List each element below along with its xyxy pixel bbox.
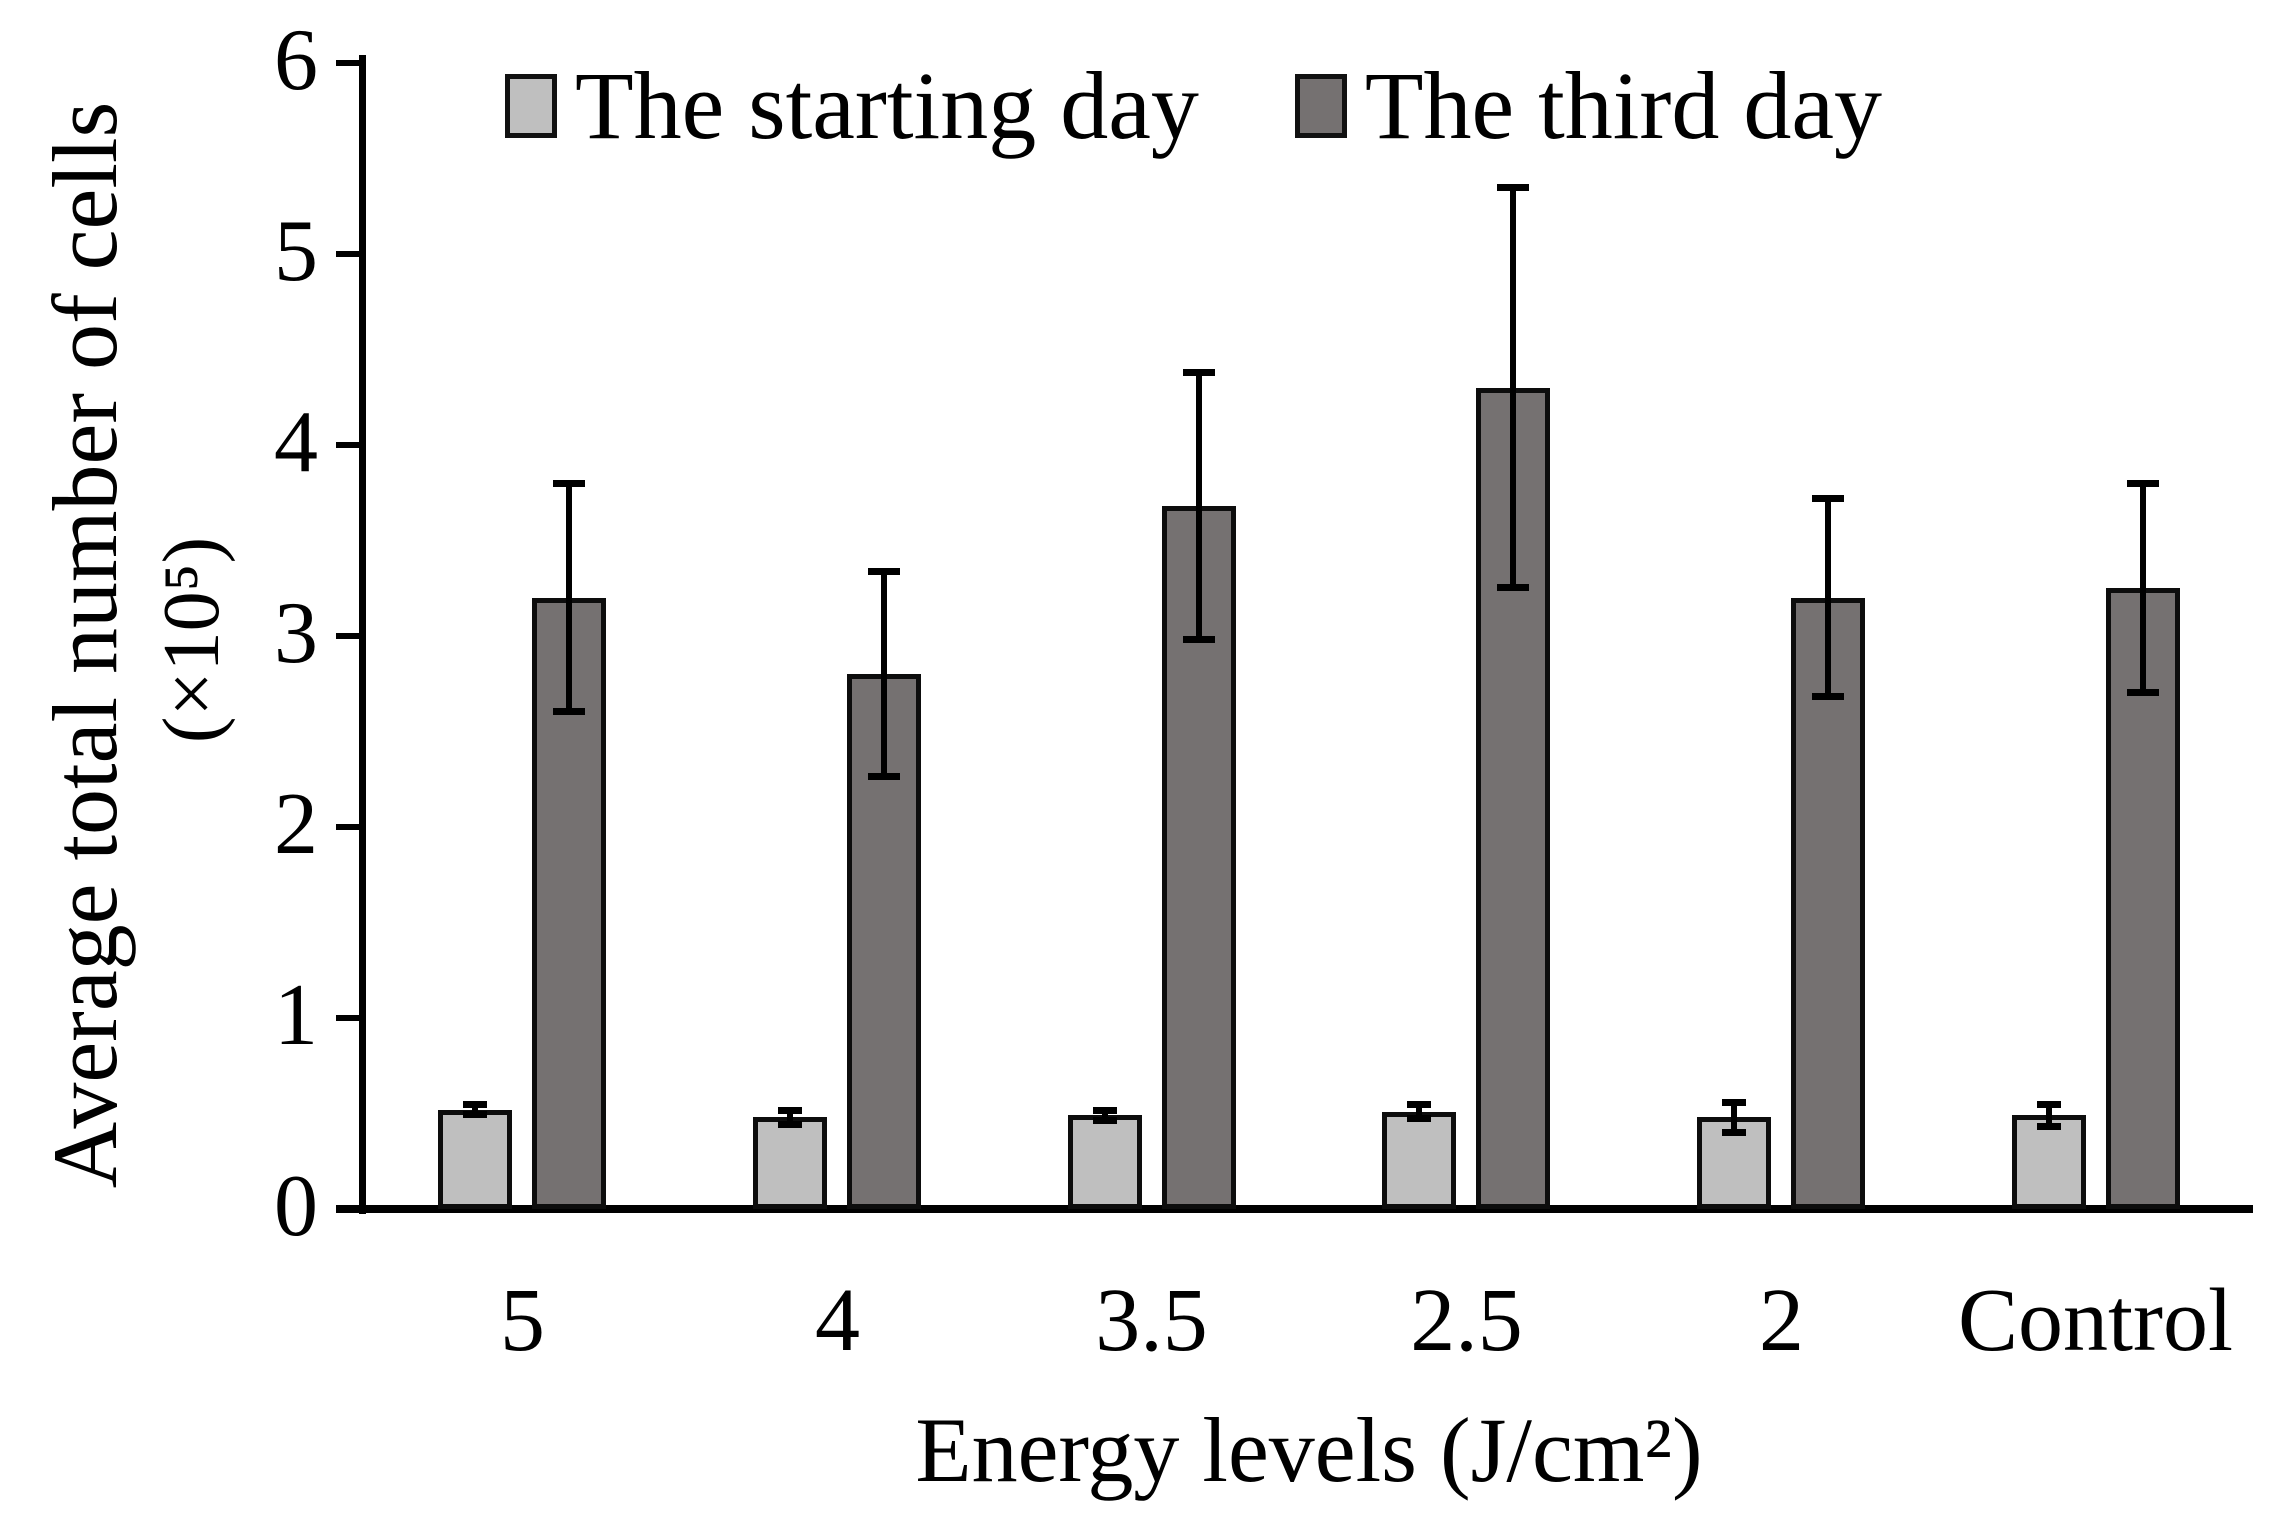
bar-the-starting-day: [1382, 1112, 1456, 1209]
x-category-label: 2: [1759, 1271, 1804, 1370]
error-bar-cap-bottom: [553, 708, 585, 715]
legend-label: The third day: [1364, 52, 1882, 159]
legend-swatch-icon: [1294, 74, 1347, 138]
error-bar-cap-bottom: [1812, 693, 1844, 700]
error-bar-line: [881, 571, 887, 777]
error-bar-cap-bottom: [1093, 1117, 1117, 1124]
error-bar-line: [472, 1104, 478, 1115]
error-bar-cap-top: [1093, 1107, 1117, 1114]
error-bar-cap-top: [553, 480, 585, 487]
error-bar-cap-bottom: [2037, 1123, 2061, 1130]
y-tick-label: 1: [274, 967, 318, 1064]
error-bar-cap-bottom: [2127, 689, 2159, 696]
error-bar-cap-top: [1812, 495, 1844, 502]
error-bar-line: [2046, 1104, 2052, 1127]
bar-the-starting-day: [438, 1110, 512, 1209]
error-bar-cap-top: [1183, 369, 1215, 376]
error-bar-line: [1731, 1102, 1737, 1133]
error-bar-line: [787, 1110, 793, 1125]
error-bar-cap-bottom: [1722, 1129, 1746, 1136]
error-bar-cap-top: [868, 568, 900, 575]
x-category-label: 3.5: [1095, 1271, 1208, 1370]
y-tick-label: 4: [274, 394, 318, 491]
error-bar-cap-top: [1497, 184, 1529, 191]
bar-the-starting-day: [753, 1117, 827, 1209]
error-bar-line: [1196, 372, 1202, 639]
error-bar-cap-bottom: [778, 1121, 802, 1128]
error-bar-line: [2140, 483, 2146, 693]
y-tick-label: 3: [274, 585, 318, 682]
x-axis-title: Energy levels (J/cm²): [915, 1399, 1703, 1501]
y-tick: [336, 60, 366, 66]
legend-swatch-icon: [505, 74, 557, 138]
y-tick: [336, 1206, 366, 1212]
error-bar-cap-top: [463, 1101, 487, 1108]
x-category-label: Control: [1957, 1271, 2233, 1370]
y-tick-label: 5: [274, 203, 318, 300]
legend-item-the-starting-day: The starting day: [505, 58, 1199, 154]
y-tick-label: 6: [274, 12, 318, 109]
y-tick: [336, 251, 366, 257]
legend-item-the-third-day: The third day: [1294, 52, 1882, 159]
x-category-label: 5: [500, 1271, 545, 1370]
error-bar-cap-top: [2127, 480, 2159, 487]
legend: The starting day The third day: [505, 58, 1882, 154]
error-bar-cap-top: [2037, 1101, 2061, 1108]
error-bar-line: [1825, 498, 1831, 697]
error-bar-cap-bottom: [1407, 1115, 1431, 1122]
x-category-label: 4: [815, 1271, 860, 1370]
error-bar-cap-bottom: [1497, 584, 1529, 591]
y-tick: [336, 633, 366, 639]
y-tick: [336, 824, 366, 830]
error-bar-cap-bottom: [1183, 636, 1215, 643]
error-bar-cap-top: [778, 1107, 802, 1114]
y-tick-label: 2: [274, 776, 318, 873]
error-bar-line: [1102, 1110, 1108, 1121]
error-bar-cap-top: [1407, 1101, 1431, 1108]
error-bar-cap-top: [1722, 1099, 1746, 1106]
error-bar-line: [1416, 1104, 1422, 1119]
error-bar-cap-bottom: [463, 1111, 487, 1118]
y-tick: [336, 442, 366, 448]
error-bar-cap-bottom: [868, 773, 900, 780]
bar-the-starting-day: [2012, 1115, 2086, 1209]
x-axis-line: [336, 1205, 2253, 1213]
bar-the-starting-day: [1068, 1115, 1142, 1209]
legend-label: The starting day: [575, 52, 1199, 159]
error-bar-line: [1510, 187, 1516, 588]
y-tick-label: 0: [274, 1158, 318, 1255]
x-category-label: 2.5: [1410, 1271, 1523, 1370]
y-tick: [336, 1015, 366, 1021]
error-bar-line: [566, 483, 572, 712]
